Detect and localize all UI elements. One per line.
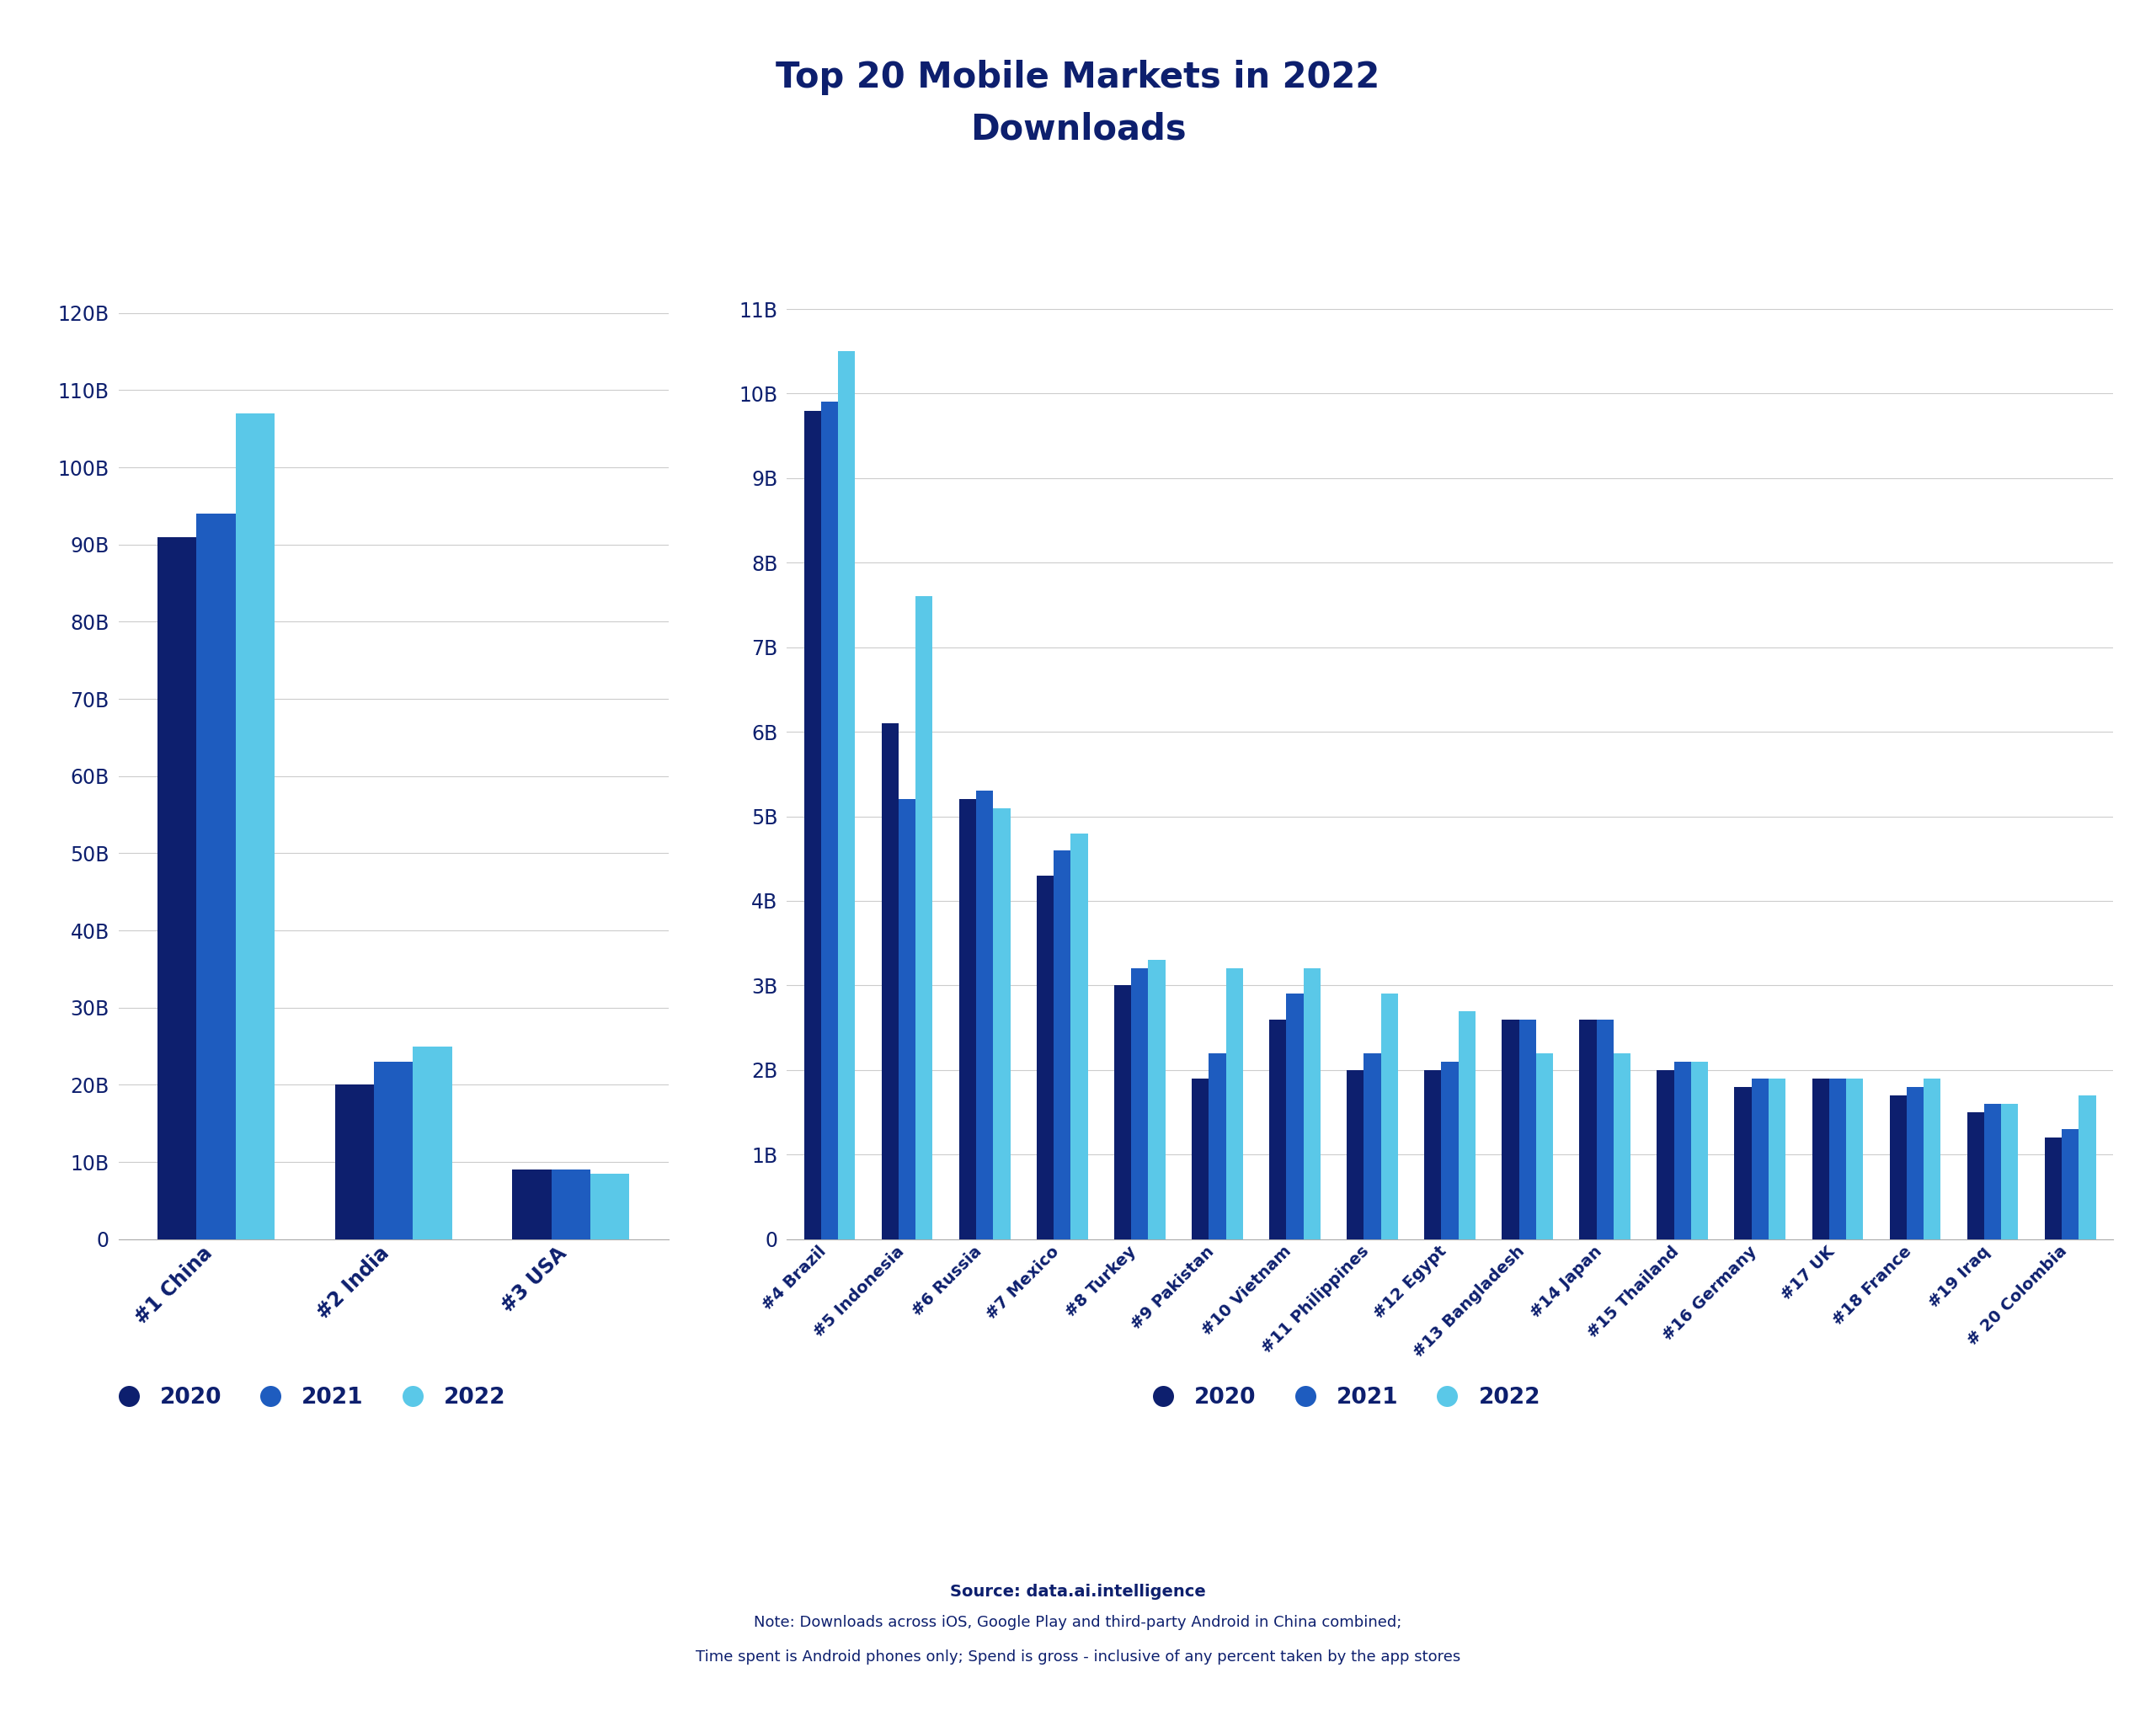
Bar (1923, 1079, 1940, 1239)
Bar (2078, 1095, 2096, 1239)
Bar (1442, 1062, 1457, 1239)
Bar (1673, 1062, 1690, 1239)
Bar (591, 1174, 630, 1239)
Bar (1984, 1103, 2001, 1239)
Bar (1613, 1053, 1630, 1239)
Bar (1270, 1019, 1287, 1239)
Bar (882, 723, 899, 1239)
Bar (1054, 850, 1072, 1239)
Bar (1037, 876, 1054, 1239)
Bar (1535, 1053, 1552, 1239)
Bar (839, 351, 856, 1239)
Bar (2001, 1103, 2018, 1239)
Bar (821, 403, 839, 1239)
Bar (1595, 1019, 1613, 1239)
Text: Note: Downloads across iOS, Google Play and third-party Android in China combine: Note: Downloads across iOS, Google Play … (755, 1616, 1401, 1630)
Bar (1365, 1053, 1380, 1239)
Bar (1690, 1062, 1708, 1239)
Bar (1503, 1019, 1520, 1239)
Bar (1906, 1088, 1923, 1239)
Bar (1304, 969, 1319, 1239)
Bar (1072, 833, 1089, 1239)
Bar (1457, 1010, 1475, 1239)
Bar (1227, 969, 1242, 1239)
Bar (1846, 1079, 1863, 1239)
Bar (1828, 1079, 1846, 1239)
Bar (1348, 1070, 1365, 1239)
Bar (959, 800, 977, 1239)
Bar (334, 1084, 373, 1239)
Bar (977, 792, 994, 1239)
Text: Time spent is Android phones only; Spend is gross - inclusive of any percent tak: Time spent is Android phones only; Spend… (696, 1650, 1460, 1664)
Bar (513, 1170, 552, 1239)
Bar (1192, 1079, 1210, 1239)
Bar (916, 597, 934, 1239)
Bar (157, 537, 196, 1239)
Bar (1380, 995, 1397, 1239)
Bar (196, 513, 235, 1239)
Bar (1132, 969, 1149, 1239)
Bar (1768, 1079, 1785, 1239)
Bar (1658, 1070, 1673, 1239)
Bar (1115, 986, 1132, 1239)
Bar (373, 1062, 414, 1239)
Bar (1425, 1070, 1442, 1239)
Bar (804, 411, 821, 1239)
Bar (899, 800, 916, 1239)
Bar (1149, 960, 1166, 1239)
Bar (552, 1170, 591, 1239)
Bar (414, 1046, 453, 1239)
Text: Top 20 Mobile Markets in 2022: Top 20 Mobile Markets in 2022 (776, 60, 1380, 95)
Bar (1751, 1079, 1768, 1239)
Bar (2044, 1138, 2061, 1239)
Bar (235, 413, 274, 1239)
Bar (1580, 1019, 1595, 1239)
Bar (1520, 1019, 1535, 1239)
Bar (1889, 1095, 1906, 1239)
Bar (2061, 1129, 2078, 1239)
Legend: 2020, 2021, 2022: 2020, 2021, 2022 (97, 1377, 515, 1418)
Text: Downloads: Downloads (970, 112, 1186, 146)
Bar (1210, 1053, 1227, 1239)
Bar (994, 807, 1011, 1239)
Bar (1811, 1079, 1828, 1239)
Bar (1733, 1088, 1751, 1239)
Text: Source: data.ai.intelligence: Source: data.ai.intelligence (951, 1583, 1205, 1601)
Bar (1966, 1112, 1984, 1239)
Bar (1287, 995, 1304, 1239)
Legend: 2020, 2021, 2022: 2020, 2021, 2022 (1132, 1377, 1550, 1418)
